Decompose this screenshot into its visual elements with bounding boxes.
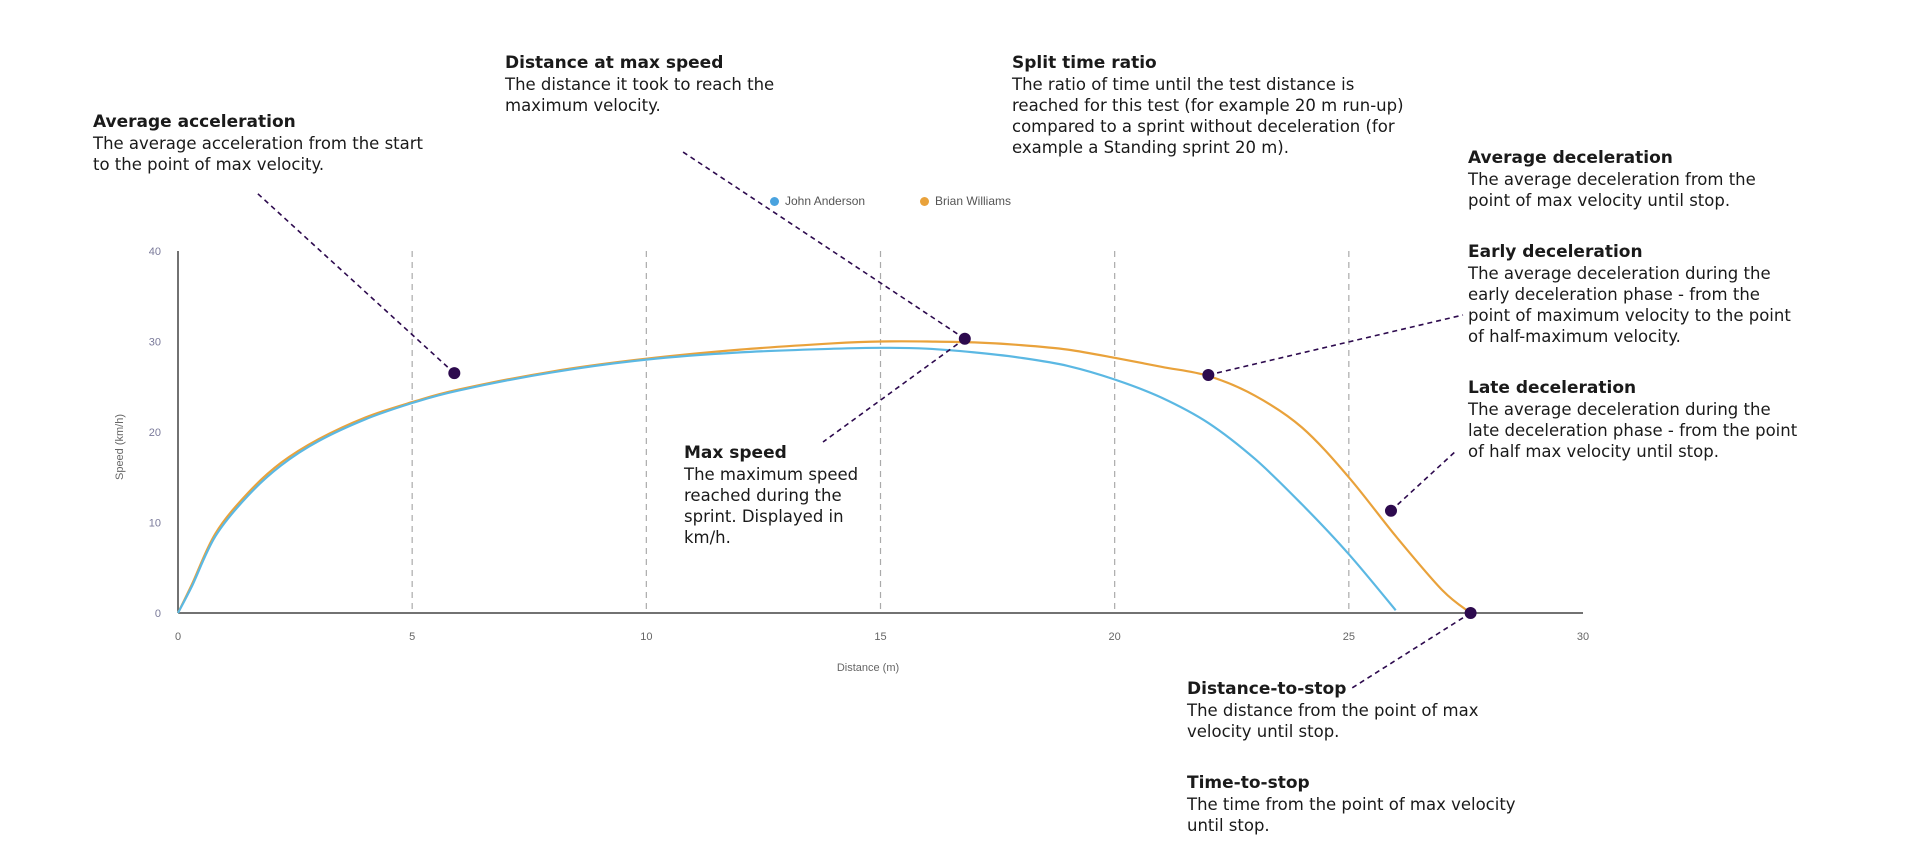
tick-labels: 0 5 10 15 20 25 30 0 10 20 30 40: [149, 246, 1589, 643]
marker-point-late_dec: [1384, 504, 1397, 517]
marker-point-dist_max: [958, 332, 971, 345]
x-tick-label-20: 20: [1109, 631, 1121, 643]
annotation-title: Early deceleration: [1468, 242, 1643, 262]
annotation-time-to-stop: Time-to-stop The time from the point of …: [1187, 773, 1527, 836]
chart-axes: [177, 251, 1583, 614]
x-tick-label-15: 15: [874, 631, 886, 643]
annotation-desc: The average acceleration from the start …: [93, 134, 424, 174]
annotation-desc: The time from the point of max velocity …: [1187, 795, 1516, 835]
legend-dot-icon: [920, 196, 929, 206]
y-tick-label-40: 40: [149, 246, 161, 258]
leader-line-dist_stop: [1351, 612, 1472, 689]
leader-line-late_dec: [1390, 449, 1458, 512]
marker-points: [448, 332, 1477, 619]
annotation-title: Time-to-stop: [1187, 773, 1310, 793]
leader-line-early_dec: [1208, 314, 1464, 376]
series-line-brian-williams: [177, 340, 1472, 614]
annotation-late-deceleration: Late deceleration The average decelerati…: [1468, 378, 1803, 462]
leader-line-avg_acc: [256, 192, 455, 374]
annotation-title: Split time ratio: [1012, 53, 1157, 73]
marker-point-early_dec: [1202, 368, 1215, 381]
marker-point-avg_acc: [448, 367, 461, 380]
series-lines: [177, 340, 1472, 614]
y-tick-label-0: 0: [155, 608, 161, 620]
x-tick-label-30: 30: [1577, 631, 1589, 643]
x-tick-label-25: 25: [1343, 631, 1355, 643]
x-tick-label-10: 10: [640, 631, 652, 643]
y-tick-label-20: 20: [149, 427, 161, 439]
legend-label: John Anderson: [785, 194, 866, 208]
annotation-split-time-ratio: Split time ratio The ratio of time until…: [1012, 53, 1407, 158]
annotation-average-acceleration: Average acceleration The average acceler…: [93, 112, 433, 175]
annotation-desc: The average deceleration from the point …: [1468, 170, 1756, 210]
legend-item-brian-williams: Brian Williams: [920, 194, 1011, 208]
annotation-title: Max speed: [684, 443, 787, 463]
x-tick-label-5: 5: [409, 631, 415, 643]
annotation-early-deceleration: Early deceleration The average decelerat…: [1468, 242, 1798, 347]
annotation-desc: The distance from the point of max veloc…: [1187, 701, 1479, 741]
annotation-desc: The average deceleration during the earl…: [1468, 264, 1791, 346]
annotation-title: Late deceleration: [1468, 378, 1637, 398]
leader-line-dist_max: [679, 149, 966, 340]
leader-lines: [256, 149, 1472, 689]
annotation-title: Average deceleration: [1468, 148, 1673, 168]
annotation-title: Average acceleration: [93, 112, 296, 132]
x-tick-label-0: 0: [175, 631, 181, 643]
legend-item-john-anderson: John Anderson: [770, 194, 865, 208]
annotation-title: Distance-to-stop: [1187, 679, 1347, 699]
annotation-desc: The distance it took to reach the maximu…: [505, 75, 775, 115]
annotation-max-speed: Max speed The maximum speed reached duri…: [684, 443, 874, 548]
annotation-desc: The average deceleration during the late…: [1468, 400, 1798, 461]
annotation-average-deceleration: Average deceleration The average deceler…: [1468, 148, 1768, 211]
annotation-distance-at-max-speed: Distance at max speed The distance it to…: [505, 53, 805, 116]
leader-line-max_speed: [822, 338, 966, 443]
marker-point-stop: [1464, 607, 1477, 619]
legend-label: Brian Williams: [935, 194, 1012, 208]
y-tick-label-10: 10: [149, 518, 161, 530]
x-axis-label: Distance (m): [837, 662, 899, 674]
annotation-desc: The maximum speed reached during the spr…: [684, 465, 859, 547]
legend-dot-icon: [770, 196, 779, 206]
y-axis-label: Speed (km/h): [114, 414, 126, 480]
vertical-grid: [411, 251, 1350, 613]
annotation-distance-to-stop: Distance-to-stop The distance from the p…: [1187, 679, 1497, 742]
series-line-john-anderson: [177, 346, 1397, 614]
annotation-desc: The ratio of time until the test distanc…: [1012, 75, 1404, 157]
annotation-title: Distance at max speed: [505, 53, 724, 73]
y-tick-label-30: 30: [149, 337, 161, 349]
